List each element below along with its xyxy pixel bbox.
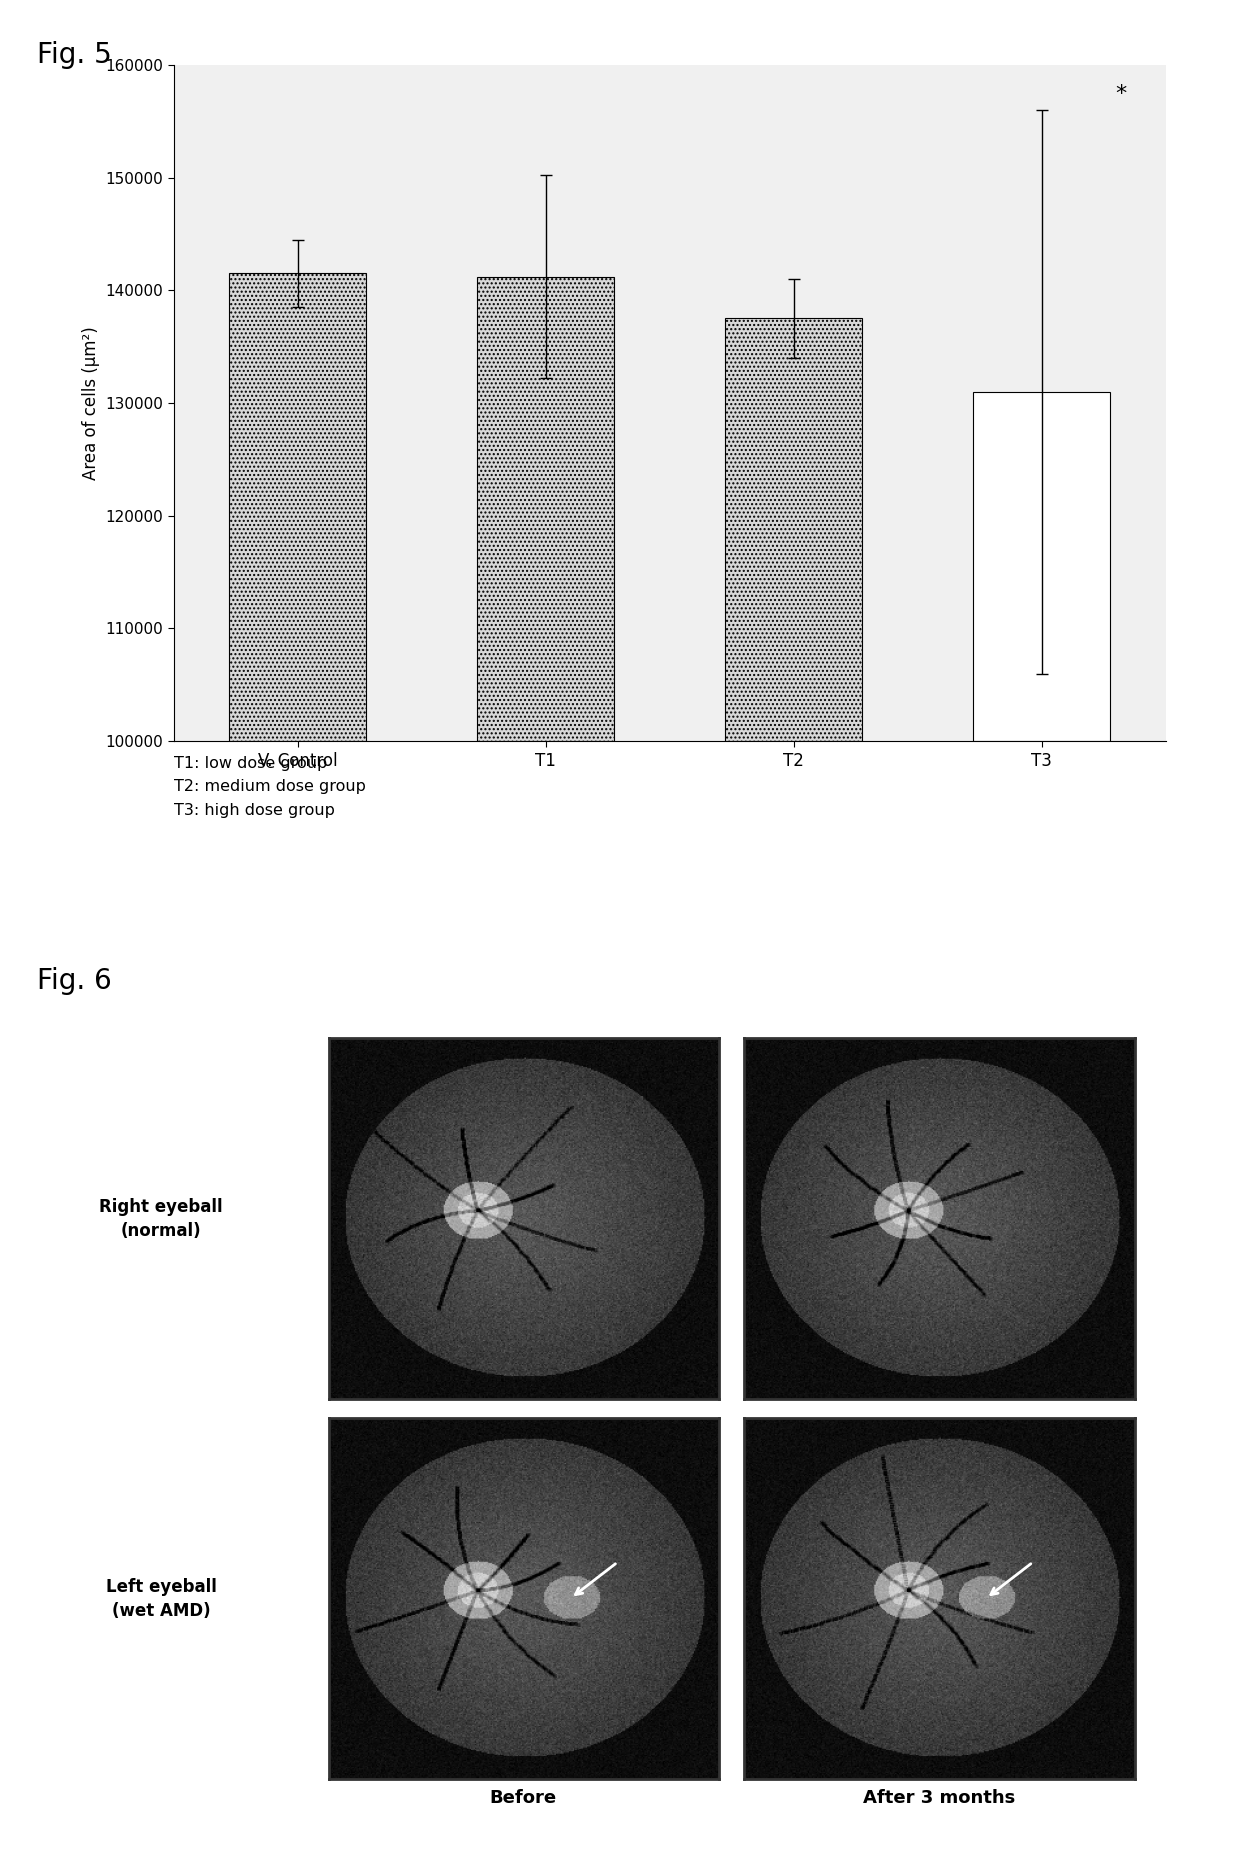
Text: Left eyeball
(wet AMD): Left eyeball (wet AMD)	[105, 1579, 217, 1620]
Text: After 3 months: After 3 months	[863, 1788, 1014, 1807]
Bar	[725, 319, 862, 741]
Bar	[229, 274, 366, 741]
Text: Right eyeball
(normal): Right eyeball (normal)	[99, 1199, 223, 1240]
Text: Before: Before	[490, 1788, 557, 1807]
Bar	[477, 276, 614, 741]
Text: *: *	[1115, 83, 1127, 104]
Text: Fig. 6: Fig. 6	[37, 967, 112, 995]
Text: Fig. 5: Fig. 5	[37, 41, 112, 69]
Y-axis label: Area of cells (μm²): Area of cells (μm²)	[82, 326, 99, 480]
Text: T1: low dose group
T2: medium dose group
T3: high dose group: T1: low dose group T2: medium dose group…	[174, 756, 366, 817]
Bar	[973, 391, 1110, 741]
